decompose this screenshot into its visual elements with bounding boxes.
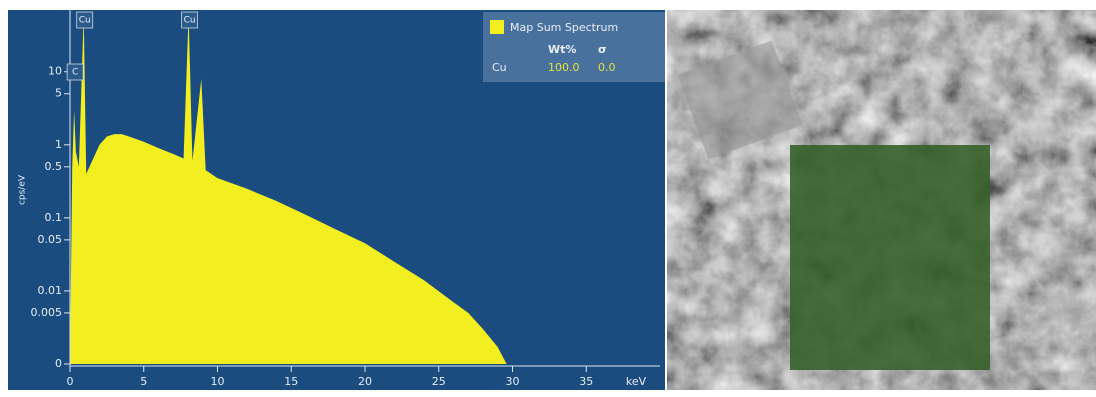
element-map-texture (790, 145, 990, 370)
y-tick-label: 0.005 (31, 306, 63, 319)
screen: 00.0050.010.050.10.5151005101520253035CC… (0, 0, 1096, 393)
y-tick-label: 0 (55, 357, 62, 370)
x-tick-label: 15 (284, 375, 298, 388)
y-tick-label: 0.05 (38, 233, 63, 246)
table-cell: 100.0 (548, 61, 580, 74)
y-tick-label: 0.01 (38, 284, 63, 297)
peak-label: Cu (184, 16, 196, 26)
x-tick-label: 20 (358, 375, 372, 388)
x-tick-label: 25 (432, 375, 446, 388)
legend-swatch (490, 20, 504, 34)
x-axis-label: keV (626, 375, 647, 388)
y-tick-label: 10 (48, 65, 62, 78)
y-axis-label: cps/eV (18, 174, 28, 205)
y-tick-label: 1 (55, 138, 62, 151)
x-tick-label: 30 (506, 375, 520, 388)
y-tick-label: 5 (55, 87, 62, 100)
legend-label: Map Sum Spectrum (510, 21, 618, 34)
peak-label: Cu (79, 16, 91, 26)
page: 00.0050.010.050.10.5151005101520253035CC… (0, 0, 1096, 393)
x-tick-label: 35 (579, 375, 593, 388)
x-tick-label: 10 (211, 375, 225, 388)
y-tick-label: 0.1 (45, 211, 63, 224)
peak-label: C (72, 68, 78, 78)
table-header: σ (598, 43, 607, 56)
table-cell: Cu (492, 61, 507, 74)
table-header: Wt% (548, 43, 576, 56)
x-tick-label: 0 (67, 375, 74, 388)
legend: Map Sum Spectrum Wt% σ Cu 100.0 0.0 (483, 12, 665, 82)
y-tick-label: 0.5 (45, 160, 63, 173)
x-tick-label: 5 (140, 375, 147, 388)
table-cell: 0.0 (598, 61, 616, 74)
